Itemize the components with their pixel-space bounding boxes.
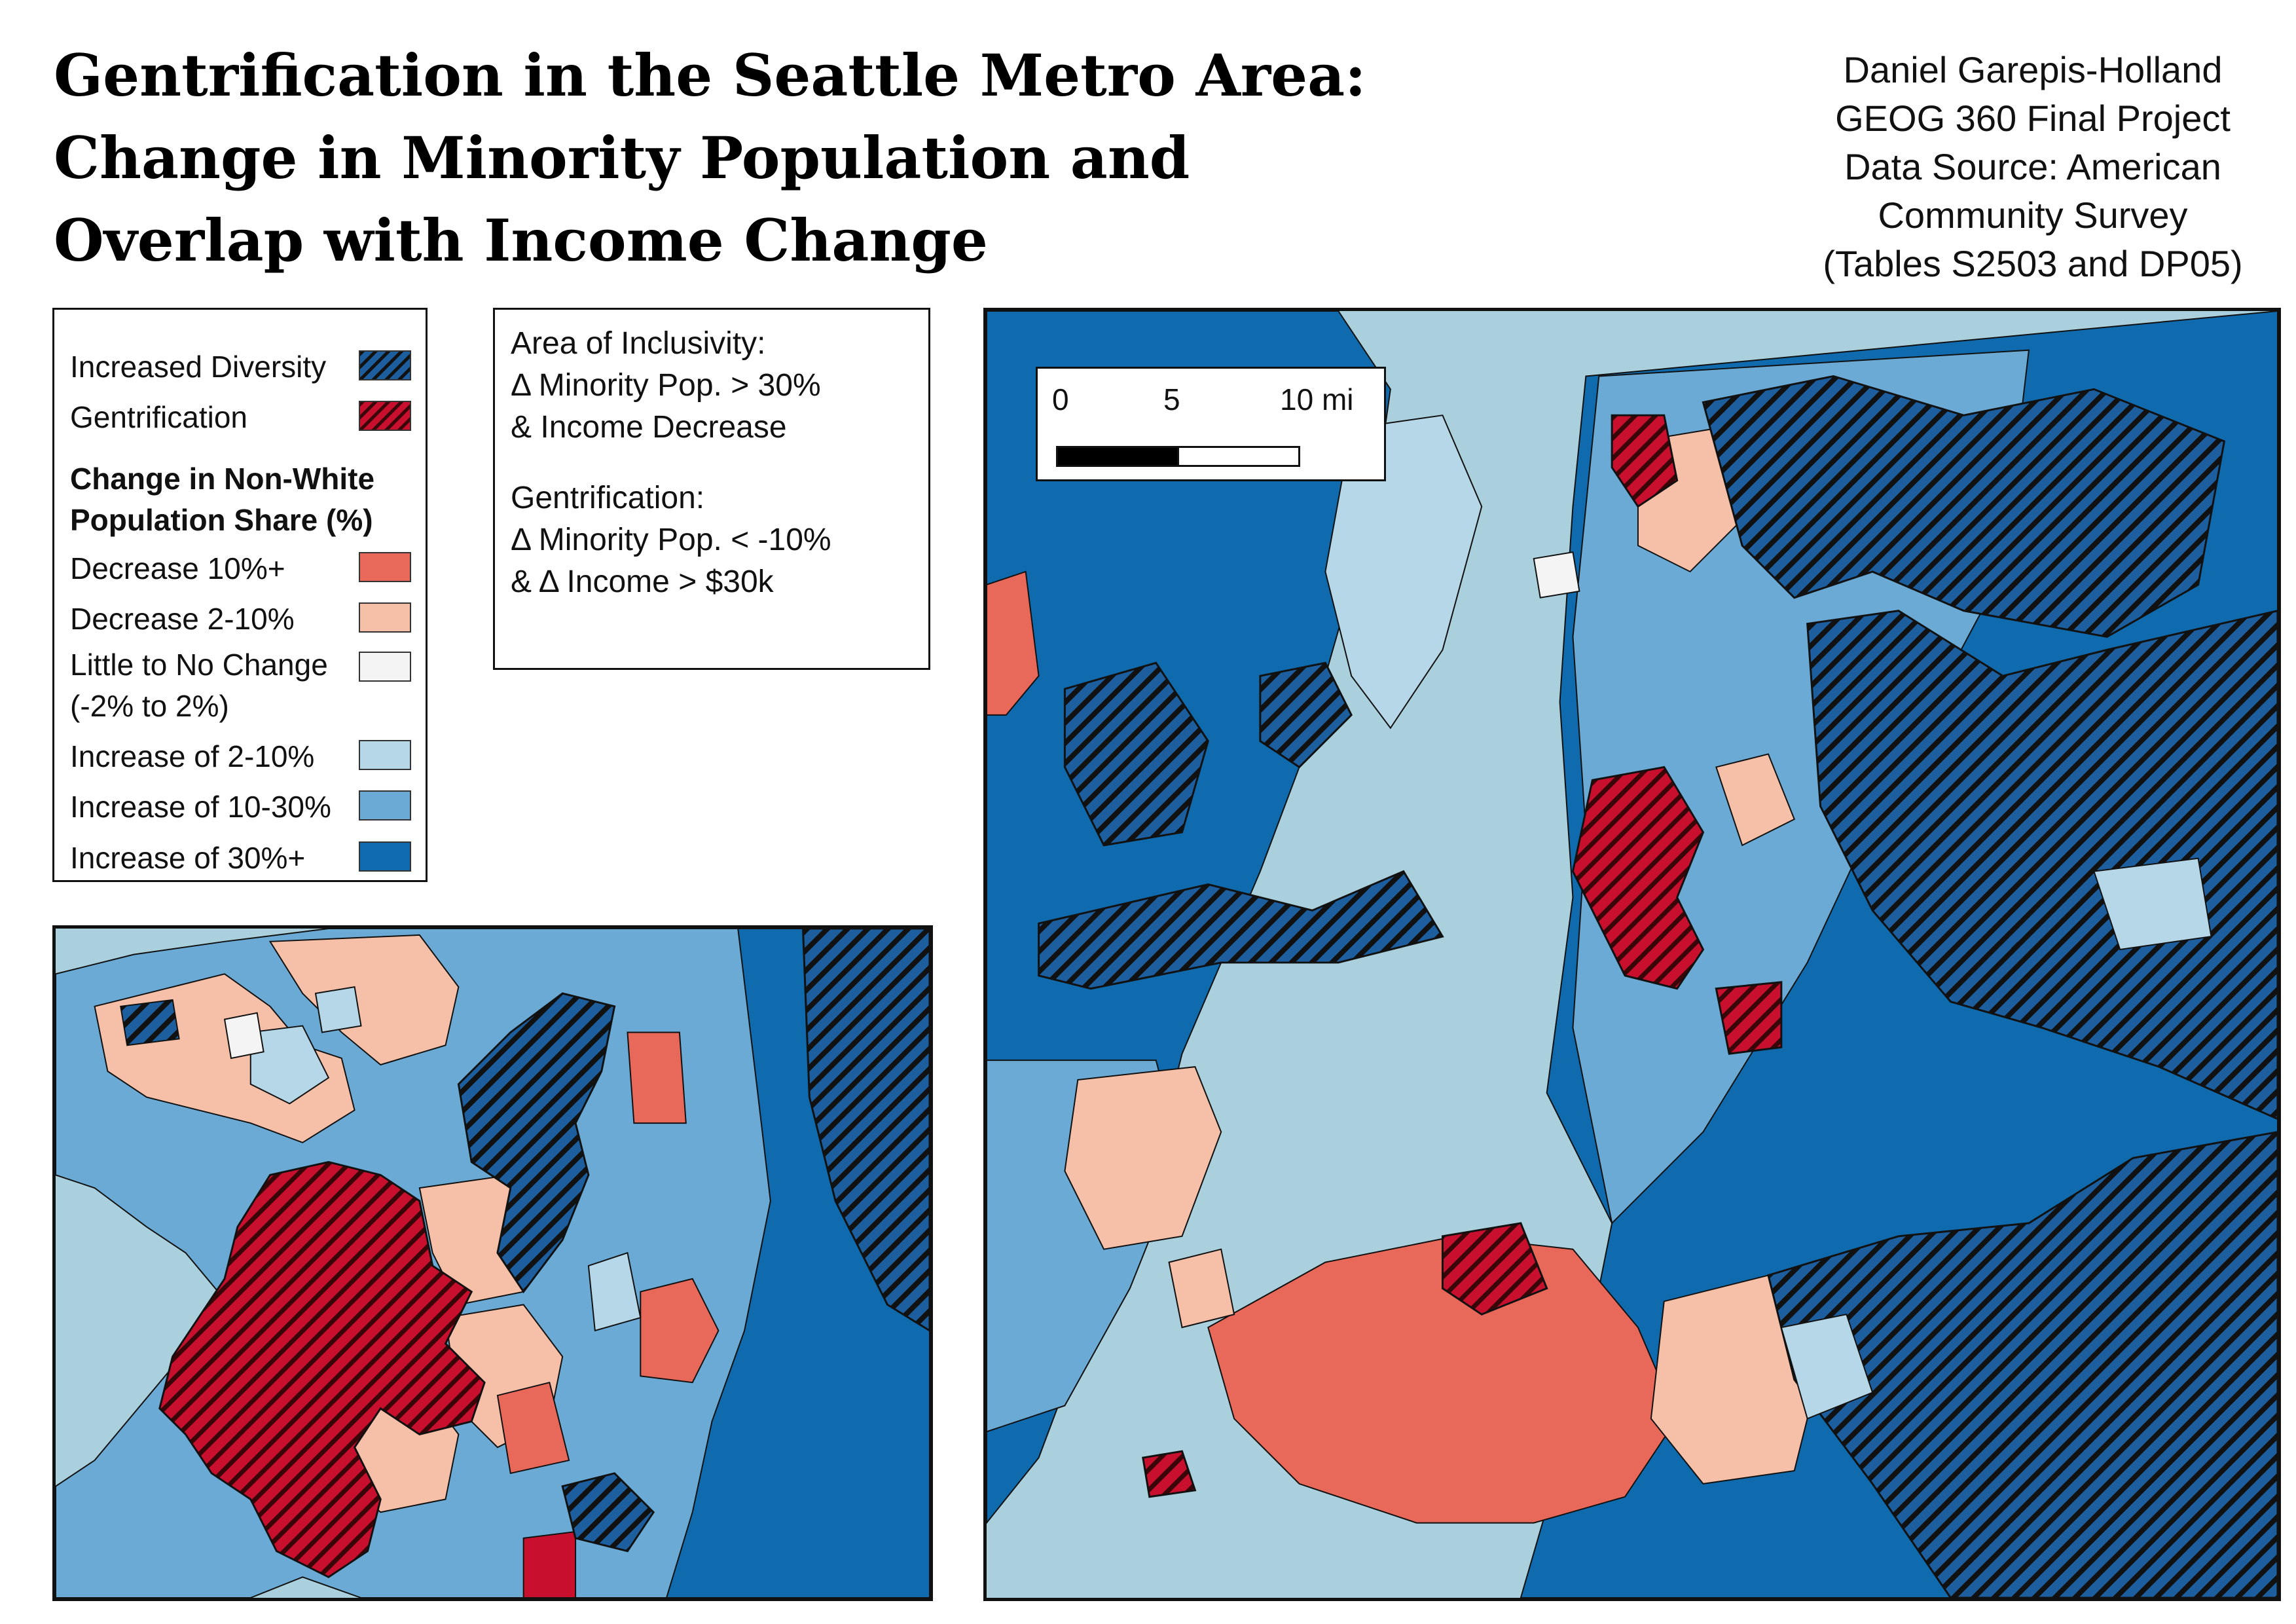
main-map[interactable]: 0 5 10 mi (983, 308, 2281, 1601)
main-vashon-pink (1064, 1066, 1222, 1250)
scale-segment-white (1177, 446, 1300, 467)
main-diversity-west (1063, 661, 1209, 847)
inset-red-small (522, 1530, 577, 1598)
legend-label-little-2: (-2% to 2%) (70, 689, 229, 723)
scale-label-10: 10 mi (1280, 382, 1354, 416)
legend-swatch-little (359, 652, 411, 682)
credit-source-1: Data Source: American (1844, 146, 2221, 187)
legend-swatch-dec10 (359, 552, 411, 582)
inset-map[interactable] (52, 925, 933, 1601)
inset-diversity-north (457, 992, 616, 1294)
inset-coral-tract (640, 1278, 720, 1384)
main-south-coral (1207, 1235, 1678, 1524)
def-inclusivity-rule-1: Δ Minority Pop. > 30% (511, 368, 821, 403)
main-gentrification-north (1611, 414, 1679, 508)
inset-tract-d (314, 986, 362, 1033)
legend-label-inc2: Increase of 2-10% (70, 739, 315, 773)
inset-diversity-south (561, 1472, 655, 1553)
credits-block: Daniel Garepis-Holland GEOG 360 Final Pr… (1797, 46, 2269, 288)
legend-label-little-1: Little to No Change (70, 648, 328, 682)
legend-label-dec10: Decrease 10%+ (70, 551, 285, 585)
legend-box: Increased Diversity Gentrification Chang… (52, 308, 428, 882)
map-title: Gentrification in the Seattle Metro Area… (54, 34, 1366, 282)
main-mid-pink (1715, 753, 1796, 847)
legend-swatch-inc10 (359, 790, 411, 821)
credit-author: Daniel Garepis-Holland (1843, 49, 2223, 90)
legend-label-inc10: Increase of 10-30% (70, 790, 331, 824)
inset-coral-tract-2 (627, 1031, 687, 1124)
legend-label-dec2: Decrease 2-10% (70, 602, 295, 636)
inset-diversity-east (801, 929, 930, 1332)
inset-north-tract-2 (268, 934, 460, 1066)
scale-label-0: 0 (1052, 382, 1069, 416)
title-line-3: Overlap with Income Change (54, 206, 988, 274)
main-west-coral (987, 570, 1040, 716)
legend-swatch-inc30 (359, 841, 411, 872)
legend-swatch-inc2 (359, 740, 411, 770)
inset-coral-tract-3 (496, 1382, 570, 1475)
main-diversity-south (1767, 1131, 2278, 1598)
main-diversity-east (1806, 610, 2278, 1120)
legend-label-increased-diversity: Increased Diversity (70, 350, 327, 384)
title-line-2: Change in Minority Population and (54, 124, 1190, 192)
main-gentrification-east (1715, 981, 1783, 1055)
def-gentrification-title: Gentrification: (511, 481, 705, 515)
scale-segment-black (1056, 446, 1179, 467)
main-pink-small (1168, 1248, 1235, 1329)
main-gentrification-seattle (1571, 766, 1705, 990)
inset-diversity-small (120, 999, 180, 1046)
credit-course: GEOG 360 Final Project (1835, 98, 2231, 139)
def-inclusivity-title: Area of Inclusivity: (511, 326, 766, 361)
inset-tract-c (249, 1025, 330, 1105)
main-tract-lightblue-2 (1780, 1314, 1874, 1420)
main-island (1324, 415, 1483, 729)
main-map-canvas (987, 311, 2278, 1598)
main-diversity-kitsap (1038, 870, 1444, 990)
legend-swatch-increased-diversity (359, 350, 411, 380)
inset-tract-f (223, 1012, 264, 1060)
legend-heading-2: Population Share (%) (70, 503, 373, 537)
main-diversity-north (1702, 375, 2226, 638)
inset-tract-e (587, 1251, 642, 1332)
main-gentrification-sw (1142, 1450, 1197, 1498)
main-tract-lightblue (2093, 857, 2212, 951)
credit-source-3: (Tables S2503 and DP05) (1823, 243, 2243, 284)
def-gentrification-rule-2: & Δ Income > $30k (511, 564, 774, 599)
credit-source-2: Community Survey (1878, 194, 2188, 236)
legend-swatch-gentrification (359, 401, 411, 431)
inset-map-canvas (56, 929, 930, 1598)
main-diversity-kitsap-2 (1259, 661, 1353, 769)
main-tract-white (1533, 551, 1580, 599)
scale-label-5: 5 (1163, 382, 1180, 416)
def-inclusivity-rule-2: & Income Decrease (511, 410, 787, 445)
main-gentrification-south (1441, 1222, 1548, 1316)
legend-label-gentrification: Gentrification (70, 400, 248, 434)
scale-bar: 0 5 10 mi (1036, 367, 1386, 481)
def-gentrification-rule-1: Δ Minority Pop. < -10% (511, 523, 831, 557)
legend-heading-1: Change in Non-White (70, 462, 375, 496)
title-line-1: Gentrification in the Seattle Metro Area… (54, 41, 1366, 109)
legend-label-inc30: Increase of 30%+ (70, 841, 306, 875)
legend-swatch-dec2 (359, 602, 411, 633)
definitions-box: Area of Inclusivity: Δ Minority Pop. > 3… (493, 308, 930, 670)
inset-gentrification-core (158, 1160, 486, 1579)
